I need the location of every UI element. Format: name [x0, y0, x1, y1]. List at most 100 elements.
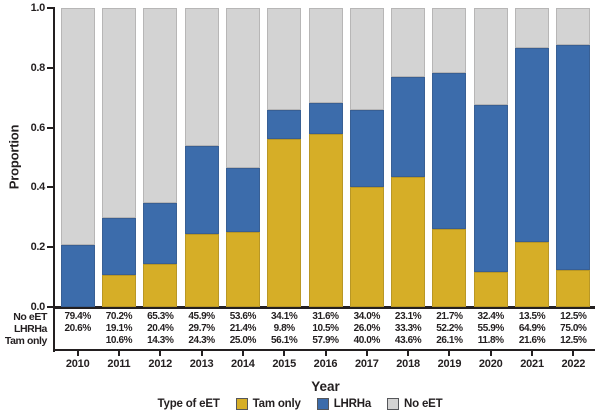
- segment-lhrha: [515, 48, 550, 243]
- segment-no-eet: [308, 8, 343, 103]
- x-tick-mark: [283, 351, 286, 356]
- table-cell: 14.3%: [147, 335, 174, 346]
- table-row-label: LHRHa: [13, 323, 47, 335]
- table-row-label: Tam only: [4, 335, 48, 347]
- segment-lhrha: [473, 104, 508, 272]
- bar-2013: [184, 8, 219, 307]
- segment-lhrha: [184, 145, 219, 235]
- table-cell: 20.6%: [64, 323, 91, 334]
- table-cell: 26.1%: [436, 335, 463, 346]
- segment-no-eet: [184, 8, 219, 146]
- table-cell: 11.8%: [477, 335, 504, 346]
- segment-tam-only: [101, 275, 136, 307]
- table-cell: 19.1%: [105, 323, 133, 334]
- table-cell: 55.9%: [477, 323, 505, 334]
- legend-swatch-icon: [235, 398, 248, 410]
- x-tick-label: 2015: [272, 358, 297, 370]
- table-cell: 24.3%: [188, 335, 215, 346]
- x-tick-label: 2018: [396, 358, 420, 370]
- table-cell: 40.0%: [353, 335, 381, 346]
- legend-swatch-icon: [316, 398, 329, 410]
- segment-no-eet: [143, 8, 178, 204]
- y-tick-label: 0.8: [30, 61, 46, 74]
- x-tick-mark: [117, 351, 120, 356]
- bar-2021: [515, 8, 550, 307]
- table-cell: 34.1%: [271, 311, 298, 322]
- y-tick-mark: [47, 126, 55, 129]
- segment-tam-only: [556, 269, 591, 307]
- table-cell: 10.5%: [312, 323, 339, 334]
- legend: Type of eET Tam only LHRHa No eET: [0, 396, 600, 412]
- x-tick-mark: [76, 351, 79, 356]
- x-tick-mark: [572, 351, 575, 356]
- table-cell: 65.3%: [147, 311, 174, 322]
- segment-no-eet: [515, 8, 550, 49]
- x-tick-label: 2020: [478, 358, 503, 370]
- bar-2016: [308, 8, 343, 307]
- bar-2017: [349, 8, 384, 307]
- table-cell: 53.6%: [229, 311, 257, 322]
- x-tick-mark: [159, 351, 162, 356]
- segment-lhrha: [60, 245, 95, 307]
- segment-lhrha: [349, 109, 384, 188]
- table-cell: 29.7%: [188, 323, 215, 334]
- table-row-label: No eET: [13, 311, 47, 323]
- x-tick-label: 2012: [148, 358, 173, 370]
- segment-lhrha: [556, 45, 591, 270]
- table-cell: 31.6%: [312, 311, 339, 322]
- y-tick-mark: [47, 7, 55, 9]
- segment-tam-only: [515, 242, 550, 307]
- y-tick-mark: [47, 246, 55, 249]
- table-cell: 57.9%: [312, 335, 339, 346]
- table-cell: 12.5%: [560, 335, 587, 346]
- table-cell: 21.7%: [436, 311, 463, 322]
- x-tick-mark: [324, 351, 327, 356]
- bar-2012: [143, 8, 178, 307]
- x-tick-label: 2016: [313, 358, 338, 370]
- segment-tam-only: [225, 232, 260, 307]
- legend-label: LHRHa: [333, 398, 372, 410]
- x-tick-mark: [407, 351, 410, 356]
- x-tick-label: 2010: [65, 358, 90, 370]
- table-cell: 33.3%: [394, 323, 422, 334]
- legend-item-tam-only: Tam only: [235, 398, 301, 410]
- segment-lhrha: [391, 77, 426, 177]
- segment-lhrha: [225, 168, 260, 233]
- y-tick-label: 0.0: [30, 301, 46, 313]
- bar-2014: [225, 8, 260, 307]
- segment-no-eet: [556, 8, 591, 46]
- segment-lhrha: [432, 72, 467, 229]
- segment-no-eet: [225, 8, 260, 169]
- segment-tam-only: [391, 176, 426, 307]
- x-tick-mark: [365, 351, 368, 356]
- table-cell: 9.8%: [273, 323, 296, 334]
- y-axis-title: Proportion: [6, 124, 22, 190]
- x-tick-mark: [531, 351, 534, 356]
- segment-lhrha: [143, 203, 178, 265]
- y-tick-label: 0.4: [30, 181, 46, 194]
- segment-no-eet: [473, 8, 508, 105]
- x-tick-mark: [489, 351, 492, 356]
- x-tick-label: 2014: [231, 358, 255, 370]
- segment-tam-only: [308, 133, 343, 307]
- x-axis-line: [55, 349, 595, 351]
- table-cell: 75.0%: [560, 323, 587, 334]
- segment-no-eet: [391, 8, 426, 78]
- table-cell: 10.6%: [105, 335, 133, 346]
- bar-2022: [556, 8, 591, 307]
- x-tick-label: 2021: [520, 358, 544, 370]
- segment-lhrha: [267, 109, 302, 140]
- segment-no-eet: [101, 8, 136, 219]
- legend-items: Tam only LHRHa No eET: [235, 398, 443, 410]
- segment-no-eet: [60, 8, 95, 246]
- table-cell: 79.4%: [64, 311, 91, 322]
- x-tick-mark: [200, 351, 203, 356]
- table-cell: 25.0%: [229, 335, 257, 346]
- x-tick-label: 2017: [354, 358, 379, 370]
- x-tick-mark: [241, 351, 244, 356]
- bar-2015: [267, 8, 302, 307]
- y-tick-label: 0.2: [30, 241, 46, 254]
- table-cell: 32.4%: [477, 311, 505, 322]
- bar-2020: [473, 8, 508, 307]
